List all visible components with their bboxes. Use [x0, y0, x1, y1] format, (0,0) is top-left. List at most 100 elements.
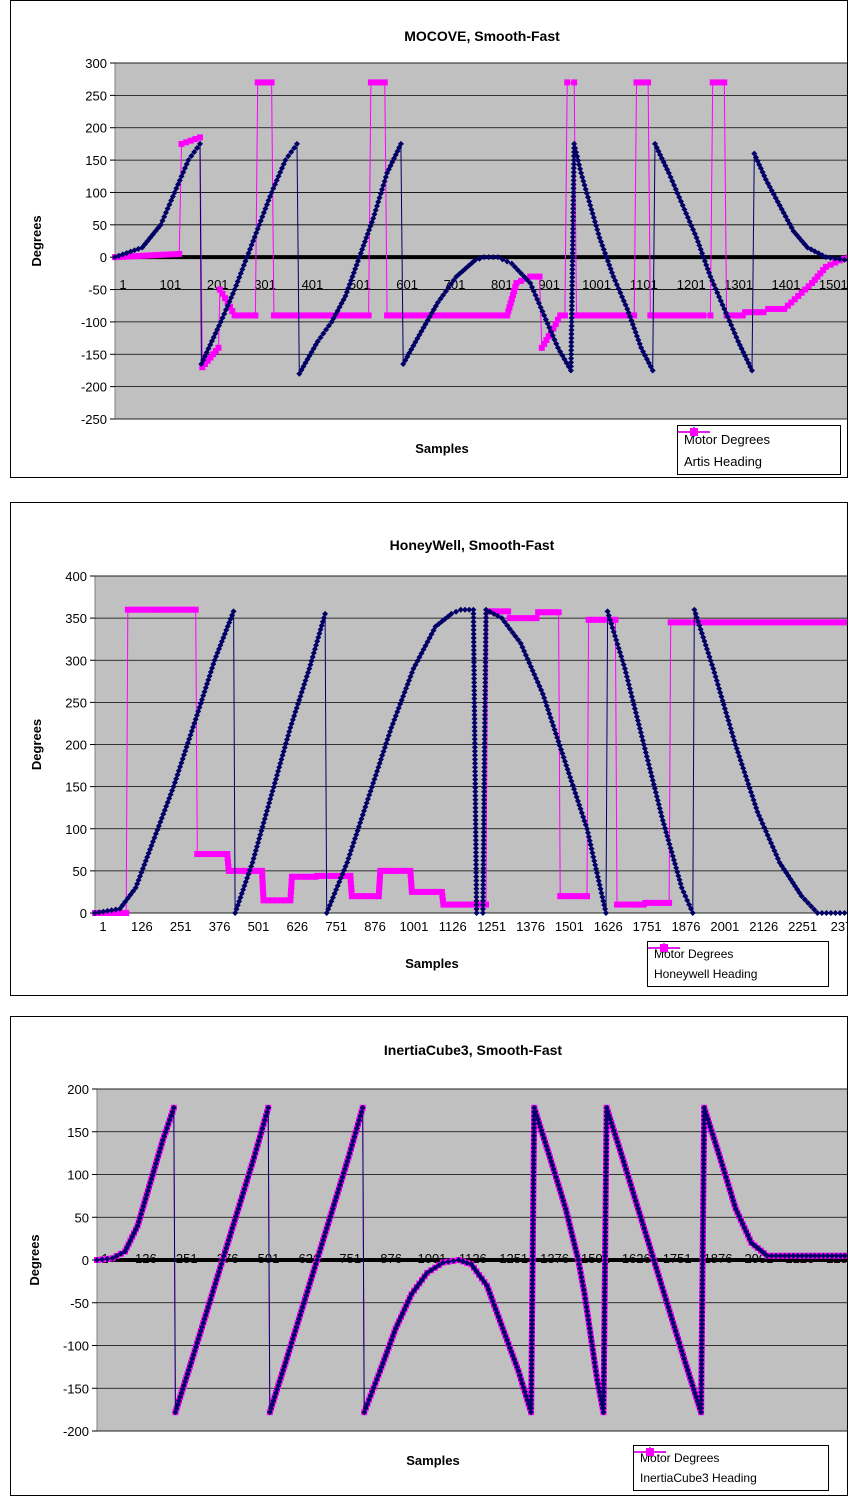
data-point [569, 229, 576, 236]
data-point [568, 298, 575, 305]
data-point [773, 851, 780, 858]
data-point [198, 696, 205, 703]
data-point [481, 715, 488, 722]
data-point [303, 873, 310, 880]
data-point [366, 893, 373, 900]
x-tick-label: 2251 [788, 919, 817, 934]
data-point [530, 1172, 537, 1179]
data-point [528, 1333, 535, 1340]
data-point [352, 1129, 359, 1136]
data-point [601, 1305, 608, 1312]
data-point [518, 277, 525, 284]
data-point [133, 606, 140, 613]
x-tick-label: 251 [170, 919, 192, 934]
data-point [696, 312, 703, 319]
x-tick-label: 1301 [724, 277, 753, 292]
data-point [245, 871, 252, 878]
data-point [555, 609, 562, 616]
x-tick-label: 201 [207, 277, 229, 292]
data-point [530, 1168, 537, 1175]
data-point [593, 869, 600, 876]
data-point [512, 284, 519, 291]
data-point [220, 634, 227, 641]
data-point [561, 312, 568, 319]
data-point [187, 732, 194, 739]
data-point [485, 254, 492, 261]
data-point [453, 901, 460, 908]
data-point [530, 1164, 537, 1171]
data-point [224, 851, 231, 858]
data-point [207, 669, 214, 676]
data-point [254, 79, 261, 86]
data-point [545, 333, 552, 340]
data-point [798, 238, 805, 244]
data-point [580, 1282, 587, 1289]
data-point [225, 859, 232, 866]
data-point [529, 1257, 536, 1263]
data-point [482, 630, 489, 637]
data-point [319, 312, 326, 319]
data-point [348, 893, 355, 900]
data-point [499, 1325, 506, 1332]
y-tick-label: -100 [81, 315, 107, 330]
data-point [594, 312, 601, 319]
data-point [377, 79, 384, 86]
data-point [306, 1280, 313, 1287]
data-point [699, 1301, 706, 1308]
data-point [448, 901, 455, 908]
data-point [654, 797, 661, 804]
data-point [471, 736, 478, 743]
data-point [305, 1284, 312, 1291]
data-point [222, 295, 229, 302]
data-point [602, 1208, 609, 1215]
data-point [224, 1241, 231, 1248]
data-point [470, 614, 477, 621]
data-point [699, 1257, 706, 1263]
data-point [700, 1164, 707, 1171]
data-point [314, 338, 321, 345]
data-point [259, 876, 266, 883]
data-point [472, 792, 479, 799]
data-point [472, 853, 479, 860]
data-point [140, 1203, 147, 1210]
data-point [218, 638, 225, 645]
data-point [198, 851, 205, 858]
data-point [699, 1265, 706, 1272]
data-point [560, 1197, 567, 1204]
data-point [287, 312, 294, 319]
data-point [324, 312, 331, 319]
data-point [192, 136, 199, 143]
data-point [568, 339, 575, 346]
data-point [600, 897, 607, 904]
data-point [603, 1132, 610, 1139]
data-point [597, 885, 604, 892]
data-point [827, 261, 834, 268]
data-point [277, 1374, 284, 1381]
data-point [557, 312, 564, 319]
data-point [148, 842, 155, 849]
x-tick-label: 751 [339, 1251, 361, 1266]
data-point [601, 1289, 608, 1296]
data-point [230, 608, 237, 615]
data-point [255, 1137, 262, 1144]
data-point [471, 748, 478, 755]
data-point [754, 808, 761, 815]
data-point [528, 1365, 535, 1372]
data-point [772, 1252, 779, 1259]
data-point [600, 1365, 607, 1372]
data-point [538, 344, 545, 351]
data-point [796, 889, 803, 896]
data-point [482, 622, 489, 629]
data-point [538, 1127, 545, 1134]
data-point [256, 835, 263, 842]
data-point [472, 833, 479, 840]
data-point [700, 1184, 707, 1191]
data-point [570, 201, 577, 208]
data-point [594, 616, 601, 623]
data-point [698, 1349, 705, 1356]
data-point [202, 1312, 209, 1319]
data-point [837, 619, 844, 626]
data-point [164, 251, 171, 258]
data-point [479, 905, 486, 912]
